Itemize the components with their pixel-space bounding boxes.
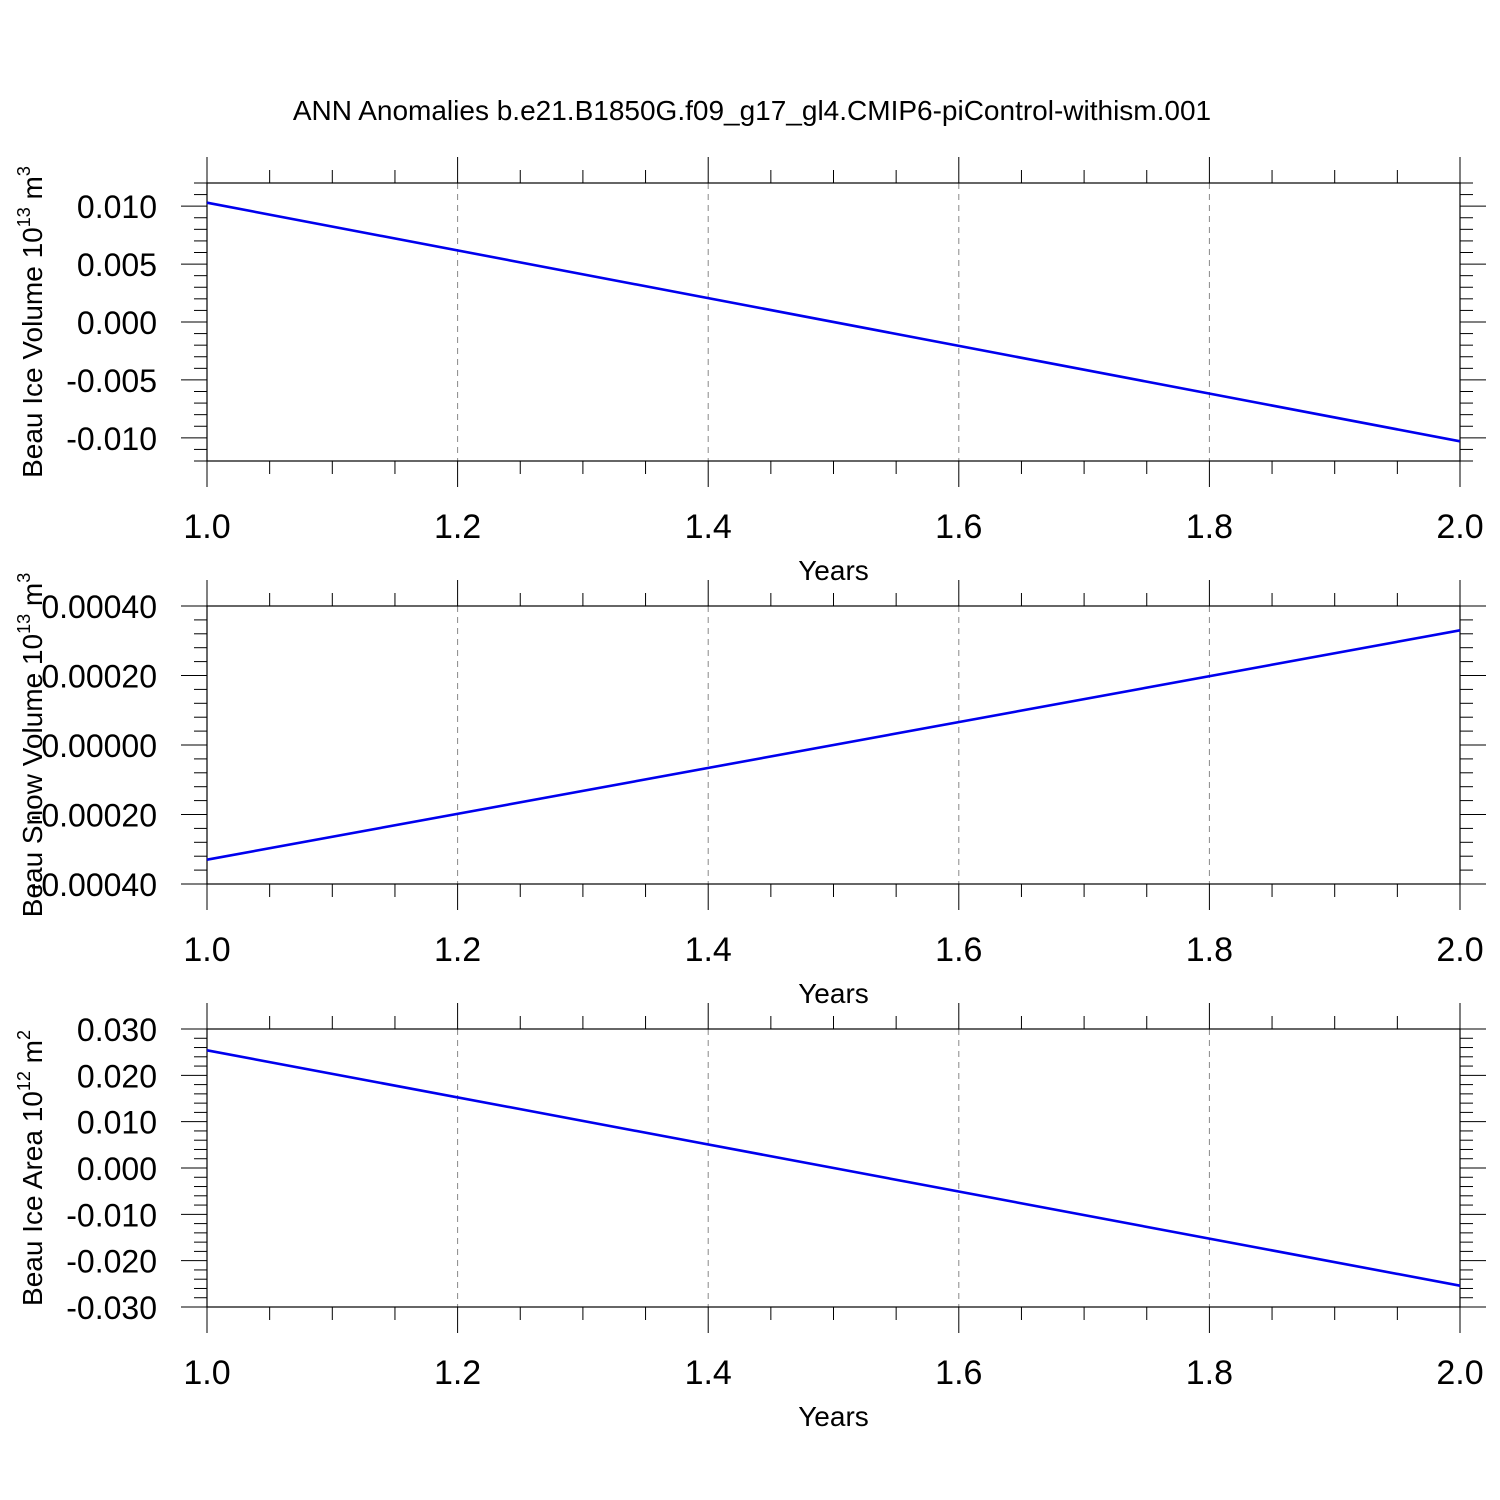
x-tick-label: 2.0 — [1436, 931, 1483, 969]
y-tick-label: 0.005 — [77, 247, 157, 283]
y-tick-label: 0.030 — [77, 1012, 157, 1048]
y-tick-label: 0.010 — [77, 1105, 157, 1141]
x-tick-label: 1.2 — [434, 931, 481, 969]
y-tick-label: -0.010 — [66, 421, 157, 457]
panel-1: 1.0 1.2 1.4 1.6 1.8 2.0 0.010 0.005 0.000 -0.005 -… — [14, 157, 1486, 586]
x-tick-label: 1.6 — [935, 508, 982, 546]
y-axis-label: Beau Ice Volume 1013 m3 — [14, 166, 48, 478]
y-axis-label-unit-exponent: 3 — [14, 166, 34, 176]
y-tick-label: -0.005 — [66, 363, 157, 399]
x-tick-label: 1.0 — [183, 1354, 230, 1392]
y-ticks — [181, 182, 1486, 462]
y-tick-label: -0.00040 — [31, 867, 157, 903]
x-tick-label: 1.4 — [685, 1354, 732, 1392]
y-axis-label-text: Beau Ice Volume 10 — [17, 227, 48, 478]
x-tick-label: 1.4 — [685, 931, 732, 969]
panel-3: 1.0 1.2 1.4 1.6 1.8 2.0 0.030 0.020 0.010 0.000 -0… — [14, 1003, 1486, 1432]
x-tick-label: 1.2 — [434, 1354, 481, 1392]
x-axis-label: Years — [798, 978, 869, 1009]
x-ticks — [206, 157, 1461, 487]
x-axis-label: Years — [798, 1401, 869, 1432]
y-tick-label: -0.010 — [66, 1197, 157, 1233]
x-axis-label: Years — [798, 555, 869, 586]
x-tick-label: 1.6 — [935, 1354, 982, 1392]
x-tick-label: 1.2 — [434, 508, 481, 546]
y-tick-label: 0.000 — [77, 1151, 157, 1187]
x-tick-label: 1.4 — [685, 508, 732, 546]
y-tick-label: 0.00020 — [41, 659, 157, 695]
y-axis-label-exponent: 12 — [14, 1071, 34, 1091]
series-line — [206, 1049, 1461, 1287]
y-ticks — [181, 1028, 1486, 1308]
x-tick-label: 1.8 — [1186, 931, 1233, 969]
x-tick-label: 2.0 — [1436, 508, 1483, 546]
x-tick-label: 1.8 — [1186, 508, 1233, 546]
y-tick-label: 0.020 — [77, 1058, 157, 1094]
y-tick-label: -0.020 — [66, 1244, 157, 1280]
chart-title: ANN Anomalies b.e21.B1850G.f09_g17_gl4.C… — [293, 95, 1211, 126]
y-axis-label-unit-exponent: 2 — [14, 1030, 34, 1040]
y-axis-label-unit-exponent: 3 — [14, 573, 34, 583]
y-tick-label: -0.030 — [66, 1290, 157, 1326]
x-ticks — [206, 1003, 1461, 1333]
panel-2: 1.0 1.2 1.4 1.6 1.8 2.0 0.00040 0.00020 0.00000 -… — [14, 573, 1486, 1009]
y-tick-label: 0.00040 — [41, 589, 157, 625]
y-tick-label: 0.010 — [77, 189, 157, 225]
y-axis-label-text: Beau Ice Area 10 — [17, 1091, 48, 1306]
y-axis-label-exponent: 13 — [14, 207, 34, 227]
x-tick-label: 1.8 — [1186, 1354, 1233, 1392]
y-axis-label-unit: m — [17, 176, 48, 207]
x-ticks — [206, 580, 1461, 910]
x-tick-label: 1.6 — [935, 931, 982, 969]
x-tick-label: 1.0 — [183, 931, 230, 969]
series-line — [206, 201, 1461, 443]
y-ticks — [181, 605, 1486, 885]
y-axis-label-text: Beau Snow Volume 10 — [17, 634, 48, 917]
series-line — [206, 629, 1461, 861]
y-tick-label: -0.00020 — [31, 798, 157, 834]
x-tick-label: 1.0 — [183, 508, 230, 546]
x-tick-label: 2.0 — [1436, 1354, 1483, 1392]
y-axis-label: Beau Ice Area 1012 m2 — [14, 1030, 48, 1306]
y-axis-label: Beau Snow Volume 1013 m3 — [14, 573, 48, 917]
y-axis-label-unit: m — [17, 1040, 48, 1071]
y-axis-label-exponent: 13 — [14, 614, 34, 634]
y-axis-label-unit: m — [17, 583, 48, 614]
y-tick-label: 0.00000 — [41, 728, 157, 764]
y-tick-label: 0.000 — [77, 305, 157, 341]
